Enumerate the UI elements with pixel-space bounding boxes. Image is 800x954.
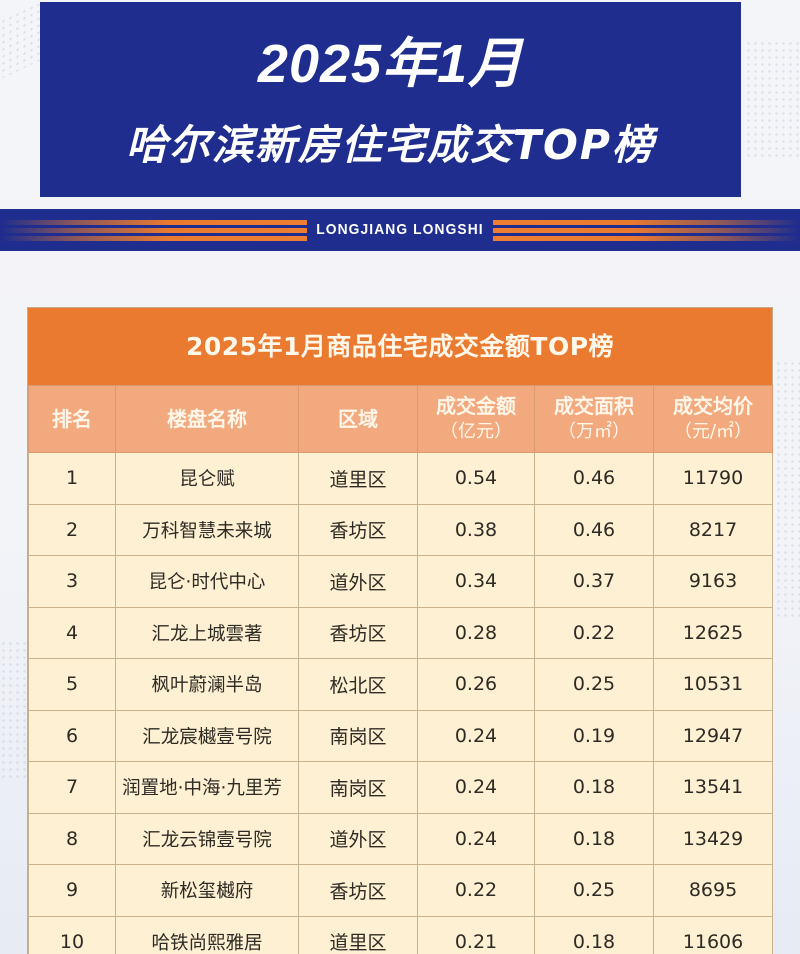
cell-project-name: 枫叶蔚澜半岛 (115, 658, 299, 711)
cell-amount: 0.34 (417, 555, 535, 608)
table-row: 7 润置地·中海·九里芳 南岗区 0.24 0.18 13541 (28, 761, 773, 814)
world-map-dots-decoration (0, 0, 40, 80)
cell-project-name: 汇龙宸樾壹号院 (115, 709, 299, 762)
cell-district: 南岗区 (298, 761, 418, 814)
cell-amount: 0.24 (417, 812, 535, 865)
cell-avg-price: 10531 (653, 658, 773, 711)
world-map-dots-decoration (0, 640, 26, 780)
column-header-project-name: 楼盘名称 (115, 385, 299, 453)
table-row: 4 汇龙上城雲著 香坊区 0.28 0.22 12625 (28, 606, 773, 659)
cell-area: 0.18 (534, 915, 654, 954)
cell-amount: 0.38 (417, 503, 535, 556)
world-map-dots-decoration (775, 360, 800, 620)
cell-area: 0.37 (534, 555, 654, 608)
table-row: 1 昆仑赋 道里区 0.54 0.46 11790 (28, 452, 773, 505)
cell-rank: 2 (28, 503, 116, 556)
cell-rank: 5 (28, 658, 116, 711)
table-row: 9 新松玺樾府 香坊区 0.22 0.25 8695 (28, 864, 773, 917)
column-header-avg-price: 成交均价 （元/㎡） (653, 385, 773, 453)
table-row: 6 汇龙宸樾壹号院 南岗区 0.24 0.19 12947 (28, 709, 773, 762)
table-row: 2 万科智慧未来城 香坊区 0.38 0.46 8217 (28, 503, 773, 556)
column-header-area: 成交面积 （万㎡） (534, 385, 654, 453)
cell-area: 0.25 (534, 864, 654, 917)
table-title: 2025年1月商品住宅成交金额TOP榜 (28, 308, 772, 385)
cell-amount: 0.24 (417, 761, 535, 814)
cell-district: 道外区 (298, 555, 418, 608)
cell-district: 香坊区 (298, 606, 418, 659)
cell-area: 0.46 (534, 503, 654, 556)
cell-amount: 0.24 (417, 709, 535, 762)
stripes-right-decoration (493, 219, 800, 241)
ranking-grid: 排名 楼盘名称 区域 成交金额 （亿元） 成交面积 （万㎡） 成交均价 （元/㎡） 1… (28, 385, 773, 954)
column-header-district: 区域 (298, 385, 418, 453)
cell-district: 道里区 (298, 915, 418, 954)
table-row: 5 枫叶蔚澜半岛 松北区 0.26 0.25 10531 (28, 658, 773, 711)
brand-label: LONGJIANG LONGSHI (316, 221, 484, 238)
stripes-left-decoration (0, 219, 307, 241)
cell-amount: 0.21 (417, 915, 535, 954)
column-header-amount: 成交金额 （亿元） (417, 385, 535, 453)
title-banner: 2025年1月 哈尔滨新房住宅成交TOP榜 (40, 2, 741, 197)
cell-amount: 0.26 (417, 658, 535, 711)
cell-area: 0.18 (534, 812, 654, 865)
cell-project-name: 昆仑赋 (115, 452, 299, 505)
ranking-table: 2025年1月商品住宅成交金额TOP榜 排名 楼盘名称 区域 成交金额 （亿元） … (27, 307, 773, 954)
cell-area: 0.25 (534, 658, 654, 711)
table-row: 3 昆仑·时代中心 道外区 0.34 0.37 9163 (28, 555, 773, 608)
cell-rank: 6 (28, 709, 116, 762)
cell-avg-price: 8695 (653, 864, 773, 917)
cell-rank: 9 (28, 864, 116, 917)
cell-avg-price: 13429 (653, 812, 773, 865)
cell-district: 道外区 (298, 812, 418, 865)
cell-rank: 1 (28, 452, 116, 505)
cell-area: 0.46 (534, 452, 654, 505)
table-row: 8 汇龙云锦壹号院 道外区 0.24 0.18 13429 (28, 812, 773, 865)
cell-amount: 0.22 (417, 864, 535, 917)
cell-rank: 4 (28, 606, 116, 659)
cell-avg-price: 8217 (653, 503, 773, 556)
cell-area: 0.18 (534, 761, 654, 814)
cell-district: 南岗区 (298, 709, 418, 762)
world-map-dots-decoration (745, 40, 800, 160)
cell-rank: 3 (28, 555, 116, 608)
cell-avg-price: 12947 (653, 709, 773, 762)
cell-project-name: 昆仑·时代中心 (115, 555, 299, 608)
cell-district: 道里区 (298, 452, 418, 505)
cell-project-name: 万科智慧未来城 (115, 503, 299, 556)
cell-rank: 8 (28, 812, 116, 865)
cell-project-name: 汇龙上城雲著 (115, 606, 299, 659)
cell-district: 松北区 (298, 658, 418, 711)
cell-amount: 0.28 (417, 606, 535, 659)
column-header-rank: 排名 (28, 385, 116, 453)
cell-avg-price: 13541 (653, 761, 773, 814)
cell-rank: 10 (28, 915, 116, 954)
cell-district: 香坊区 (298, 864, 418, 917)
cell-area: 0.19 (534, 709, 654, 762)
cell-district: 香坊区 (298, 503, 418, 556)
cell-avg-price: 11790 (653, 452, 773, 505)
cell-project-name: 汇龙云锦壹号院 (115, 812, 299, 865)
cell-project-name: 润置地·中海·九里芳 (115, 761, 299, 814)
cell-rank: 7 (28, 761, 116, 814)
cell-avg-price: 11606 (653, 915, 773, 954)
table-header-row: 排名 楼盘名称 区域 成交金额 （亿元） 成交面积 （万㎡） 成交均价 （元/㎡） (28, 385, 773, 453)
page-title: 哈尔滨新房住宅成交TOP榜 (126, 121, 655, 169)
cell-area: 0.22 (534, 606, 654, 659)
table-row: 10 哈铁尚熙雅居 道里区 0.21 0.18 11606 (28, 915, 773, 954)
title-date: 2025年1月 (257, 34, 524, 94)
cell-project-name: 哈铁尚熙雅居 (115, 915, 299, 954)
cell-avg-price: 12625 (653, 606, 773, 659)
brand-stripe-banner: LONGJIANG LONGSHI (0, 209, 800, 251)
cell-avg-price: 9163 (653, 555, 773, 608)
cell-amount: 0.54 (417, 452, 535, 505)
cell-project-name: 新松玺樾府 (115, 864, 299, 917)
